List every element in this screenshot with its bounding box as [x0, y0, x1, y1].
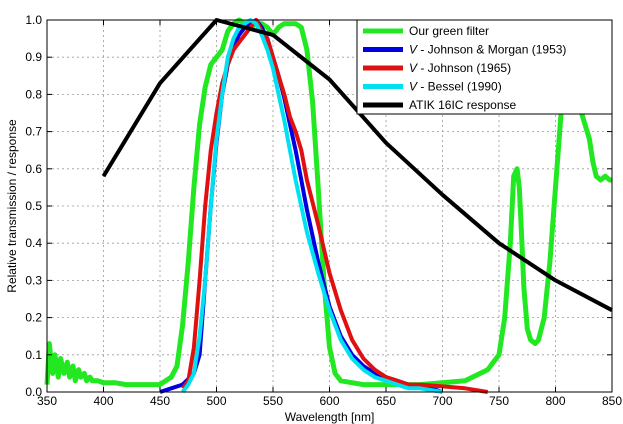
y-tick-label: 0.5 — [25, 199, 42, 213]
tick-labels: 350 400 450 500 550 600 650 700 750 800 850 0.0 0.1 0… — [25, 13, 622, 408]
y-tick-label: 0.1 — [25, 348, 42, 362]
legend-label: V - Bessel (1990) — [409, 80, 502, 94]
y-tick-label: 0.0 — [25, 385, 42, 399]
x-tick-label: 500 — [206, 394, 226, 408]
x-axis-label: Wavelength [nm] — [285, 410, 375, 424]
x-tick-label: 650 — [376, 394, 396, 408]
y-tick-label: 0.8 — [25, 87, 42, 101]
y-tick-label: 0.3 — [25, 273, 42, 287]
legend-label: V - Johnson & Morgan (1953) — [409, 43, 566, 57]
y-tick-label: 1.0 — [25, 13, 42, 27]
x-tick-label: 700 — [432, 394, 452, 408]
x-tick-label: 450 — [150, 394, 170, 408]
y-tick-label: 0.9 — [25, 50, 42, 64]
series-line-4 — [181, 18, 443, 394]
x-tick-label: 350 — [37, 394, 57, 408]
y-tick-label: 0.2 — [25, 311, 42, 325]
series-line-1 — [44, 17, 613, 388]
legend-label: ATIK 16IC response — [409, 98, 516, 112]
series-line-3 — [181, 18, 489, 394]
y-axis-label: Relative transmission / response — [5, 119, 19, 293]
x-tick-label: 550 — [263, 394, 283, 408]
y-tick-label: 0.7 — [25, 125, 42, 139]
x-tick-label: 850 — [602, 394, 622, 408]
y-tick-label: 0.4 — [25, 236, 42, 250]
y-tick-label: 0.6 — [25, 162, 42, 176]
legend-label: V - Johnson (1965) — [409, 61, 511, 75]
x-tick-label: 600 — [319, 394, 339, 408]
x-tick-label: 800 — [545, 394, 565, 408]
legend-label: Our green filter — [409, 24, 489, 38]
x-tick-label: 400 — [93, 394, 113, 408]
legend: Our green filter V - Johnson & Morgan (19… — [356, 19, 613, 115]
x-tick-label: 750 — [489, 394, 509, 408]
